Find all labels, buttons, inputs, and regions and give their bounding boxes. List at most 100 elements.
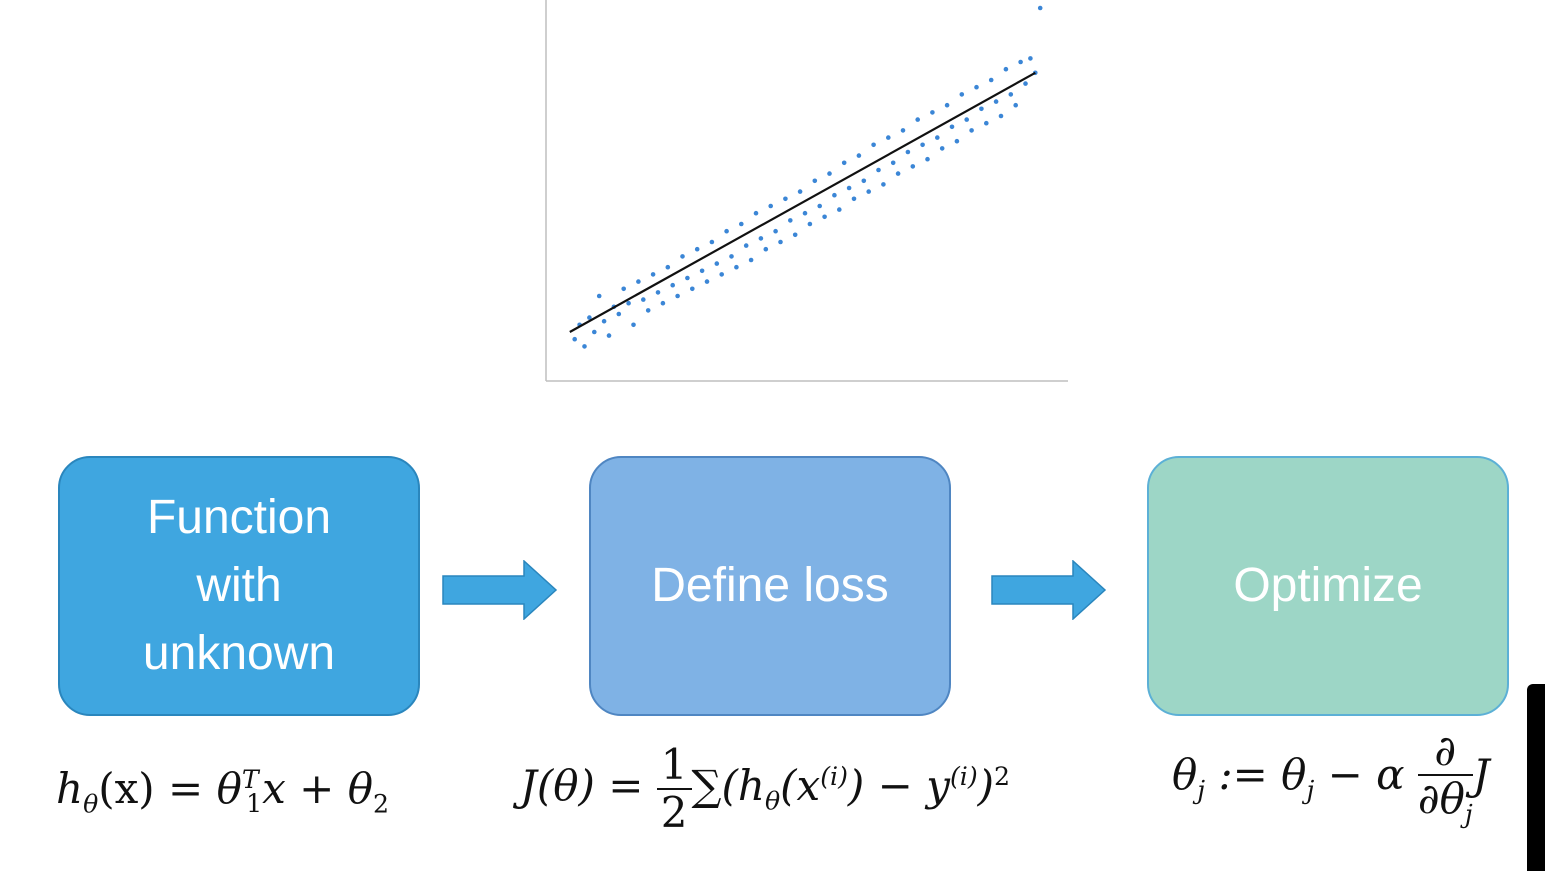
- data-point: [861, 178, 867, 184]
- data-point: [626, 300, 631, 306]
- data-point: [876, 167, 881, 173]
- data-point: [832, 192, 837, 198]
- data-point: [1008, 92, 1014, 97]
- data-point: [788, 218, 793, 223]
- data-point: [768, 203, 773, 209]
- data-point: [685, 275, 690, 281]
- data-point: [631, 322, 636, 328]
- data-point: [748, 257, 754, 263]
- data-point: [743, 243, 749, 248]
- data-point: [601, 318, 607, 324]
- arrow-right-icon: [442, 560, 558, 620]
- data-point: [910, 164, 916, 169]
- data-point: [954, 138, 960, 144]
- data-point: [1037, 5, 1043, 11]
- data-point: [739, 221, 744, 227]
- data-point: [645, 308, 651, 313]
- step-optimize: Optimize: [1147, 456, 1509, 716]
- data-point: [592, 329, 597, 335]
- step-function-with-unknown: Function with unknown: [58, 456, 420, 716]
- data-point: [763, 246, 769, 252]
- data-point: [719, 272, 724, 277]
- data-point: [587, 315, 592, 320]
- data-point: [1003, 66, 1009, 72]
- data-point: [935, 135, 940, 140]
- scatter-plot: [545, 0, 1068, 382]
- data-point: [709, 239, 715, 245]
- data-point: [964, 117, 969, 122]
- screen-edge: [1527, 684, 1545, 871]
- data-point: [650, 272, 656, 277]
- data-point: [846, 185, 852, 191]
- data-point: [621, 286, 626, 292]
- hypothesis-formula: hθ(x) = θT1x + θ2: [56, 764, 390, 819]
- step-define-loss-label: Define loss: [651, 559, 889, 612]
- data-point: [582, 344, 587, 349]
- data-point: [758, 236, 764, 241]
- data-point: [984, 120, 989, 126]
- data-point: [724, 228, 729, 234]
- data-point: [753, 210, 759, 216]
- data-point: [949, 124, 955, 130]
- data-point: [670, 282, 675, 288]
- data-point: [690, 286, 695, 292]
- data-point: [841, 160, 847, 166]
- data-point: [998, 113, 1004, 119]
- arrow-right-icon: [991, 560, 1107, 620]
- data-point: [792, 232, 798, 238]
- data-point: [866, 189, 871, 194]
- data-point: [641, 297, 646, 302]
- data-point: [988, 77, 994, 83]
- data-point: [1013, 102, 1018, 108]
- data-point: [807, 221, 813, 227]
- data-point: [925, 156, 930, 162]
- data-point: [827, 171, 832, 176]
- data-points: [572, 5, 1043, 349]
- data-point: [655, 290, 661, 295]
- data-point: [905, 149, 911, 155]
- data-point: [802, 210, 808, 216]
- data-point: [895, 171, 901, 176]
- data-point: [734, 264, 739, 270]
- data-point: [881, 182, 886, 187]
- data-point: [915, 117, 920, 122]
- data-point: [817, 203, 822, 209]
- data-point: [660, 300, 666, 306]
- data-point: [675, 293, 680, 299]
- data-point: [871, 142, 876, 148]
- step-optimize-label: Optimize: [1233, 559, 1423, 612]
- data-point: [969, 128, 974, 133]
- data-point: [773, 228, 778, 234]
- data-point: [837, 207, 842, 212]
- data-point: [616, 311, 622, 317]
- data-point: [606, 333, 612, 338]
- data-point: [959, 92, 965, 97]
- loss-formula: J(θ) = 1 2 ∑(hθ(x(i)) − y(i))2: [520, 740, 1011, 838]
- step-function-label: Function with unknown: [142, 491, 336, 680]
- data-point: [939, 146, 945, 151]
- data-point: [822, 214, 827, 220]
- data-point: [704, 279, 710, 284]
- data-point: [812, 178, 818, 184]
- data-point: [851, 196, 857, 202]
- gradient-update-formula: θj := θj − α ∂ ∂θj J: [1172, 726, 1490, 829]
- data-point: [694, 246, 700, 252]
- data-point: [1018, 59, 1023, 65]
- data-point: [890, 160, 896, 166]
- data-point: [783, 196, 788, 202]
- data-point: [856, 153, 862, 158]
- data-point: [1028, 56, 1033, 61]
- data-point: [920, 142, 925, 148]
- data-point: [572, 336, 577, 342]
- data-point: [900, 128, 906, 133]
- data-point: [1023, 81, 1028, 86]
- step-define-loss: Define loss: [589, 456, 951, 716]
- data-point: [979, 106, 984, 112]
- data-point: [974, 84, 979, 90]
- data-point: [797, 189, 803, 194]
- data-point: [778, 239, 783, 245]
- data-point: [665, 264, 671, 270]
- data-point: [886, 135, 891, 140]
- data-point: [930, 110, 935, 115]
- data-point: [596, 293, 602, 299]
